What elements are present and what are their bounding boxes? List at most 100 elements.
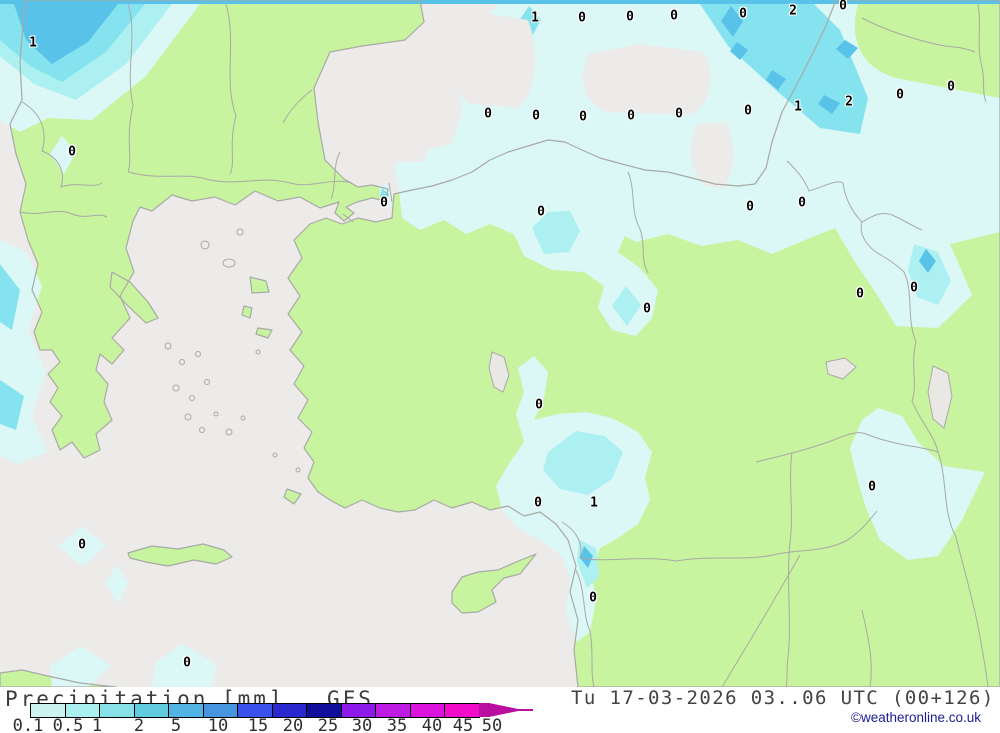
island-dot	[164, 342, 172, 350]
precip-eastsea-d2	[730, 42, 748, 60]
scale-value-label: 15	[247, 716, 269, 733]
island-dot	[179, 359, 185, 365]
dry-patch-3	[690, 122, 734, 188]
island-dot	[236, 228, 244, 236]
precip-eastsea-d4	[818, 95, 840, 114]
scale-value-label: 5	[170, 716, 182, 733]
small-islands-layer	[164, 228, 301, 473]
border-balkan-v2	[225, 3, 237, 175]
precip-s-d4	[152, 644, 216, 687]
border-balkan-h1	[127, 171, 353, 186]
precip-scentral-01	[496, 356, 652, 642]
scale-segment	[410, 704, 446, 717]
precip-westsea-diamond	[519, 6, 541, 38]
dry-patch-1	[449, 14, 536, 108]
island-dot	[295, 467, 301, 473]
scale-value-label: 2	[133, 716, 145, 733]
island-dot	[172, 384, 180, 392]
border-greece-north	[19, 210, 108, 218]
border-syria-iraq	[721, 554, 801, 687]
river-euphrates-south	[785, 451, 793, 687]
precip-se-01	[850, 408, 985, 560]
precip-ne-d	[919, 249, 936, 273]
river-tigris	[861, 609, 872, 687]
border-bulgaria-turkey	[282, 89, 313, 124]
scale-value-label: 1	[91, 716, 103, 733]
scale-segment	[31, 704, 66, 717]
dry-patch-2	[582, 44, 711, 115]
island-dot	[200, 240, 210, 250]
island-dot	[204, 379, 210, 385]
precip-albania-diamond	[50, 136, 76, 174]
lakes-layer	[488, 351, 953, 429]
lake-urmia	[927, 365, 953, 429]
island-dot	[225, 428, 233, 436]
precip-nw-blob-2	[14, 4, 118, 64]
scale-arrow	[479, 703, 533, 717]
island-dot	[255, 349, 261, 355]
river-euphrates-east	[755, 432, 939, 463]
precip-eastsea-d5	[836, 40, 858, 59]
scale-segment	[203, 704, 239, 717]
precip-s-d1	[58, 526, 106, 567]
timestamp: Tu 17-03-2026 03..06 UTC (00+126)	[571, 687, 995, 709]
precip-ne-core	[908, 244, 951, 305]
scale-segment	[134, 704, 170, 717]
scale-segment	[238, 704, 273, 717]
lake-van	[825, 357, 857, 380]
border-caucasus-east	[977, 3, 987, 103]
island-dot	[213, 411, 219, 417]
island-dot	[189, 395, 195, 401]
border-syria-lebanon	[575, 569, 595, 687]
border-turkey-georgia	[786, 160, 905, 273]
precip-eastsea-d3	[766, 70, 786, 90]
border-greece-turkey	[330, 151, 341, 200]
scale-value-label: 25	[317, 716, 339, 733]
border-turkey-iran	[903, 271, 939, 453]
scale-segment	[100, 704, 135, 717]
island-dot	[184, 413, 192, 421]
scale-value-label: 10	[207, 716, 229, 733]
scale-value-label: 50	[481, 716, 503, 733]
border-albania	[21, 101, 103, 188]
scale-segment	[376, 704, 411, 717]
borders-layer	[19, 3, 989, 687]
lake-tuz	[488, 351, 510, 393]
island-dot	[272, 452, 278, 458]
border-caucasus-north	[861, 17, 976, 53]
scale-labels: 0.1 0.5 1 2 5 10 15 20 25 30 35 40 45 50	[0, 716, 560, 733]
scale-segment	[65, 704, 101, 717]
precip-ionian-1b	[0, 380, 24, 430]
scale-segment	[169, 704, 204, 717]
precip-ionian-1a	[0, 264, 20, 330]
precip-s-d2	[106, 564, 128, 604]
scale-value-label: 0.1	[12, 716, 44, 733]
precip-bosphorus-patch	[396, 162, 426, 181]
precipitation-layer	[0, 0, 1000, 687]
precip-syria-core	[580, 546, 593, 568]
precip-top-strip	[0, 0, 1000, 4]
scale-value-label: 20	[282, 716, 304, 733]
scale-segment	[341, 704, 377, 717]
border-armenia	[861, 212, 923, 231]
precip-eastsea-d1	[721, 6, 743, 37]
scale-segment	[307, 704, 342, 717]
island-limnos	[222, 258, 236, 268]
copyright-link[interactable]: ©weatheronline.co.uk	[851, 710, 982, 725]
border-turkey-syria	[561, 510, 878, 562]
precip-ncentral-d	[612, 286, 641, 326]
scale-value-label: 35	[386, 716, 408, 733]
precip-ncentral-core	[532, 211, 580, 254]
scale-bar	[30, 703, 480, 718]
precip-scentral-core	[543, 431, 623, 495]
scale-value-label: 45	[452, 716, 474, 733]
border-iran-iraq	[937, 451, 989, 687]
border-balkan-v1	[127, 3, 134, 173]
island-dot	[240, 415, 246, 421]
scale-value-label: 40	[421, 716, 443, 733]
precip-s-d3	[50, 646, 112, 687]
scale-segment	[272, 704, 308, 717]
scale-value-label: 0.5	[52, 716, 84, 733]
